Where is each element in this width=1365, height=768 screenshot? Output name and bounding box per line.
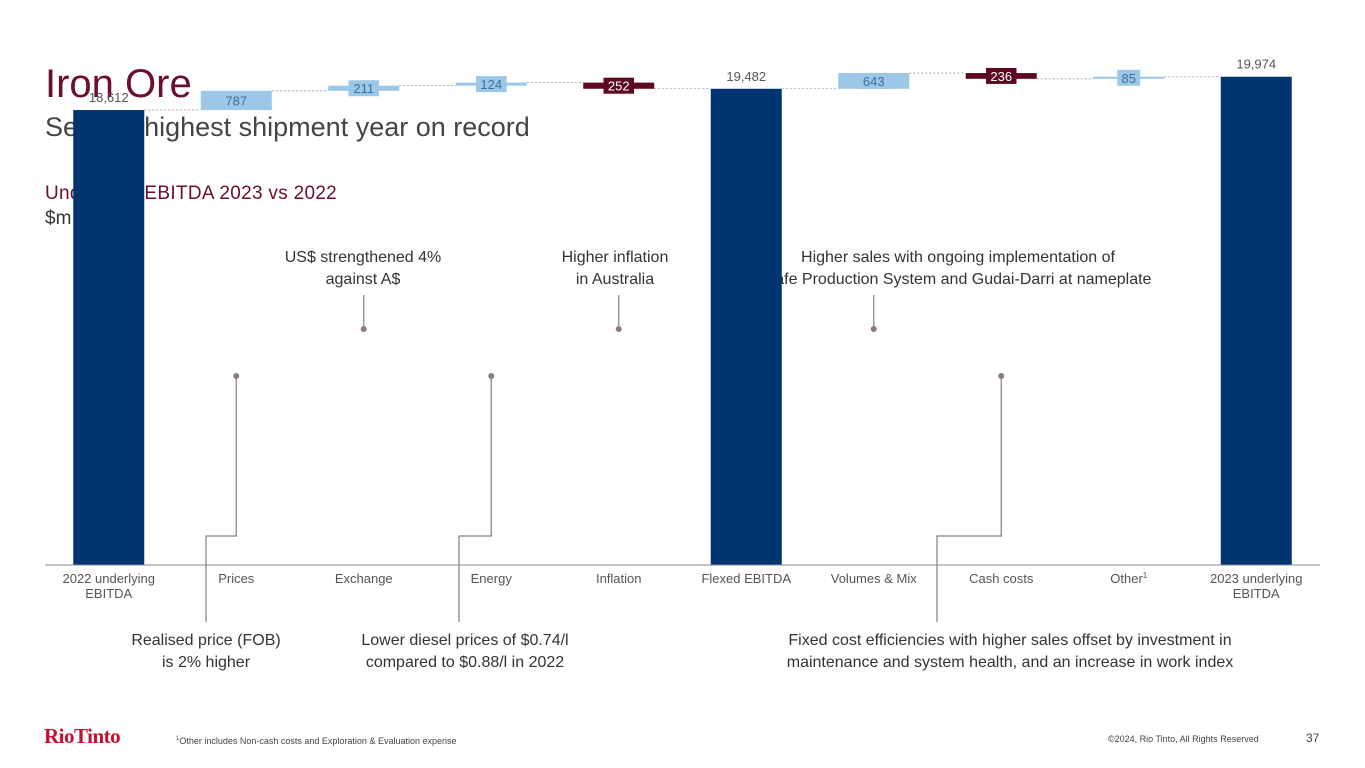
category-label: Volumes & Mix (831, 571, 917, 586)
callout-cash-costs-line1: Fixed cost efficiencies with higher sale… (788, 632, 1232, 649)
category-label: Prices (218, 571, 255, 586)
category-label: Inflation (596, 571, 642, 586)
callout-leaders (205, 295, 1005, 622)
value-label-total: 19,974 (1236, 57, 1276, 72)
category-label-line: Energy (471, 571, 513, 586)
footnote-marker: 1 (176, 736, 180, 742)
callout-inflation-line2: in Australia (575, 271, 655, 288)
category-label-line: Volumes & Mix (831, 571, 917, 586)
callout-energy: Lower diesel prices of $0.74/l compared … (330, 630, 600, 674)
value-label-increase: 124 (480, 77, 502, 92)
rio-tinto-logo: RioTinto (44, 724, 121, 748)
value-labels: 18,612 787 211 124 252 19,482 643 236 85 19,974 (89, 57, 1276, 109)
page-number: 37 (1306, 731, 1320, 745)
category-label: Cash costs (969, 571, 1034, 586)
value-label-bg (858, 72, 889, 89)
category-label-line: EBITDA (1233, 586, 1280, 601)
page-title: Iron Ore (45, 62, 192, 106)
callout-inflation: Higher inflation in Australia (535, 247, 695, 291)
callout-exchange: US$ strengthened 4% against A$ (263, 247, 463, 291)
value-label-decrease: 252 (608, 79, 630, 94)
category-label-line: 2023 underlying (1210, 571, 1303, 586)
category-label-line: Exchange (335, 571, 393, 586)
category-label: Flexed EBITDA (701, 571, 791, 586)
value-label-increase: 787 (225, 93, 247, 108)
copyright: ©2024, Rio Tinto, All Rights Reserved (1108, 734, 1259, 744)
leader-dot-volumes (870, 326, 877, 332)
callout-cash-costs: Fixed cost efficiencies with higher sale… (750, 630, 1270, 674)
category-label-sup: 1 (1143, 571, 1148, 580)
leader-dot-exchange (360, 326, 367, 332)
callout-exchange-line2: against A$ (325, 271, 401, 288)
bar-total (710, 88, 782, 566)
value-label-bg (348, 80, 379, 97)
callout-exchange-line1: US$ strengthened 4% (284, 249, 442, 266)
leader-line-prices (205, 376, 237, 622)
category-label: Energy (471, 571, 513, 586)
callout-volumes-line2: Safe Production System and Gudai-Darri a… (764, 271, 1152, 288)
chart-unit: $m (45, 208, 72, 229)
callout-energy-line1: Lower diesel prices of $0.74/l (361, 632, 569, 649)
leader-line-energy (458, 376, 492, 622)
callout-energy-line2: compared to $0.88/l in 2022 (365, 654, 565, 671)
value-label-bg (221, 92, 252, 109)
category-label-text: Other (1110, 571, 1143, 586)
category-label: 2023 underlying EBITDA (1210, 571, 1303, 601)
footnote-text: Other includes Non-cash costs and Explor… (179, 736, 457, 746)
leader-dot-inflation (615, 326, 622, 332)
category-label: Exchange (335, 571, 393, 586)
category-label-line: Cash costs (969, 571, 1034, 586)
leader-line-cash-costs (936, 376, 1002, 622)
category-label-line: 2022 underlying (62, 571, 155, 586)
value-label-increase: 211 (353, 81, 374, 96)
callout-prices-line2: is 2% higher (161, 654, 251, 671)
value-label-bg (476, 76, 507, 93)
connector-lines (144, 72, 1221, 111)
category-label-line: EBITDA (85, 586, 132, 601)
callout-prices: Realised price (FOB) is 2% higher (106, 630, 306, 674)
value-label-increase: 643 (863, 74, 885, 89)
category-label: 2022 underlying EBITDA (62, 571, 155, 601)
callout-volumes: Higher sales with ongoing implementation… (728, 247, 1188, 291)
bar-total (73, 110, 145, 565)
value-label-bg (603, 77, 634, 94)
category-label-line: Inflation (596, 571, 642, 586)
value-label-bg (986, 67, 1017, 84)
footnote: 1Other includes Non-cash costs and Explo… (176, 733, 457, 747)
category-label-line: Flexed EBITDA (701, 571, 791, 586)
value-label-total: 18,612 (89, 90, 129, 105)
callout-prices-line1: Realised price (FOB) (131, 632, 281, 649)
value-label-decrease: 236 (990, 69, 1012, 84)
value-label-increase: 85 (1122, 71, 1136, 86)
category-label-line: Prices (218, 571, 255, 586)
callout-cash-costs-line2: maintenance and system health, and an in… (786, 654, 1234, 671)
callout-inflation-line1: Higher inflation (561, 249, 669, 266)
bar-total (1220, 76, 1292, 565)
value-label-bg (1117, 69, 1141, 86)
value-label-total: 19,482 (726, 69, 766, 84)
category-label: Other1 (1110, 571, 1148, 586)
bars (73, 73, 1292, 566)
callout-volumes-line1: Higher sales with ongoing implementation… (801, 249, 1115, 266)
